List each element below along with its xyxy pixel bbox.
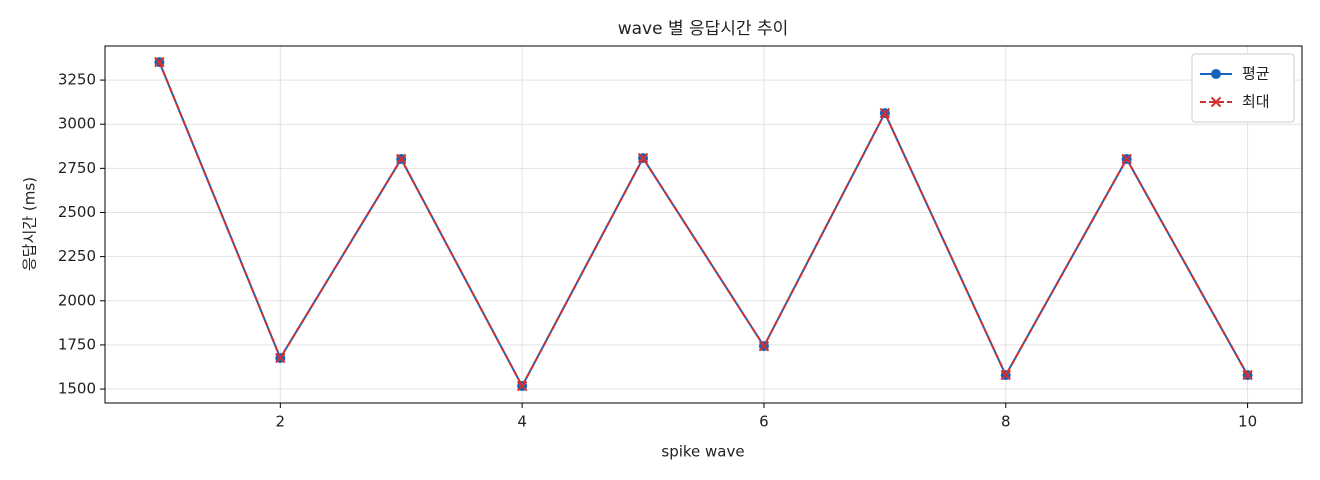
marker — [275, 352, 286, 364]
legend-marker — [1211, 69, 1221, 79]
line — [158, 61, 1249, 389]
x-tick-label: 2 — [276, 413, 286, 431]
marker — [1121, 153, 1132, 165]
marker — [1242, 369, 1253, 381]
chart-title: wave 별 응답시간 추이 — [618, 19, 789, 39]
y-tick-label: 3250 — [58, 71, 96, 89]
y-axis-label: 응답시간 (ms) — [21, 177, 39, 271]
marker — [396, 153, 407, 165]
marker — [154, 56, 165, 68]
marker — [637, 152, 649, 164]
marker — [758, 340, 770, 352]
x-tick-label: 8 — [1001, 413, 1011, 431]
y-tick-label: 2000 — [58, 291, 96, 309]
legend-label: 최대 — [1242, 93, 1270, 111]
x-tick-label: 6 — [759, 413, 769, 431]
marker — [879, 107, 891, 119]
x-tick-label: 4 — [517, 413, 527, 431]
y-tick-label: 2500 — [58, 203, 96, 221]
plot-frame — [104, 45, 1303, 404]
marker — [516, 380, 528, 392]
x-tick-label: 10 — [1238, 413, 1257, 431]
y-tick-label: 1750 — [58, 335, 96, 353]
legend-marker — [1210, 96, 1222, 108]
legend-label: 평균 — [1242, 65, 1270, 83]
marker — [1000, 369, 1011, 381]
y-tick-label: 1500 — [58, 380, 96, 398]
y-tick-label: 2250 — [58, 247, 96, 265]
y-tick-label: 2750 — [58, 159, 96, 177]
x-axis-label: spike wave — [661, 443, 744, 461]
y-tick-label: 3000 — [58, 115, 96, 133]
line — [158, 61, 1249, 389]
